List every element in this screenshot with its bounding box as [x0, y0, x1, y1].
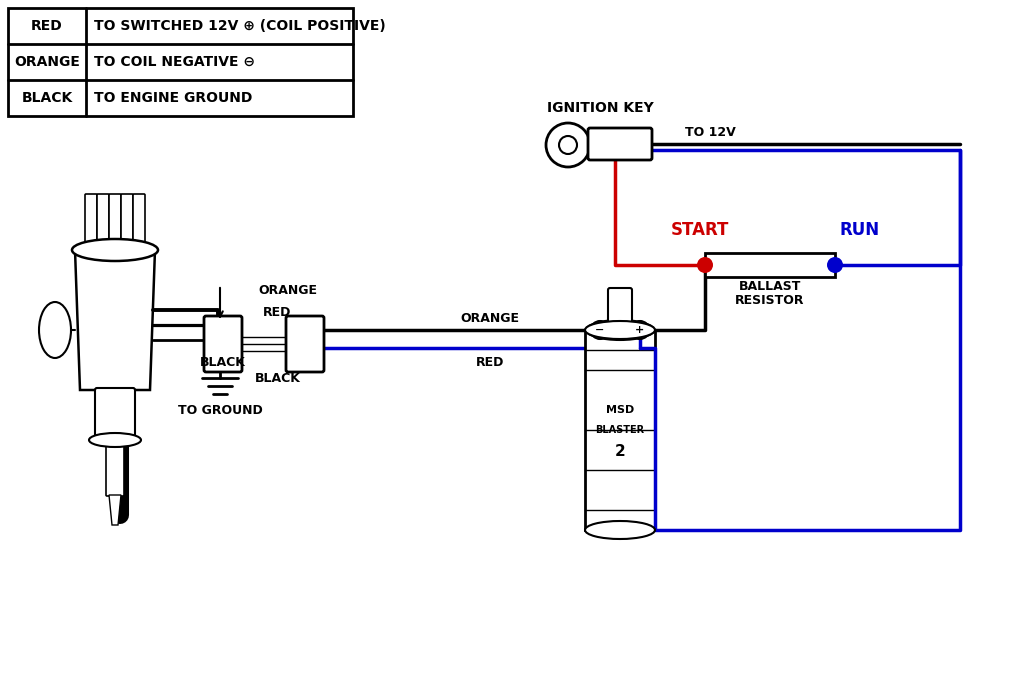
Text: RED: RED: [31, 19, 62, 33]
Text: RED: RED: [263, 306, 292, 318]
Text: −: −: [595, 325, 605, 335]
FancyBboxPatch shape: [97, 194, 109, 251]
Text: ORANGE: ORANGE: [461, 312, 519, 325]
Text: MSD: MSD: [606, 405, 634, 415]
Ellipse shape: [586, 320, 654, 340]
FancyBboxPatch shape: [121, 194, 133, 251]
Text: TO GROUND: TO GROUND: [177, 403, 262, 416]
FancyBboxPatch shape: [85, 194, 97, 251]
Ellipse shape: [89, 433, 141, 447]
Text: BLACK: BLACK: [255, 371, 301, 384]
Text: ORANGE: ORANGE: [14, 55, 80, 69]
FancyBboxPatch shape: [95, 388, 135, 442]
Bar: [8, 8, 353, 116]
Text: RED: RED: [476, 356, 504, 369]
Text: TO ENGINE GROUND: TO ENGINE GROUND: [94, 91, 252, 105]
Text: IGNITION KEY: IGNITION KEY: [547, 101, 653, 115]
Text: BLACK: BLACK: [200, 356, 246, 369]
Polygon shape: [75, 250, 155, 390]
Text: +: +: [635, 325, 645, 335]
Text: ORANGE: ORANGE: [258, 284, 317, 297]
Circle shape: [631, 321, 649, 339]
Text: TO COIL NEGATIVE ⊖: TO COIL NEGATIVE ⊖: [94, 55, 255, 69]
Ellipse shape: [72, 239, 158, 261]
Polygon shape: [109, 495, 121, 525]
Circle shape: [827, 257, 843, 273]
FancyBboxPatch shape: [204, 316, 242, 372]
FancyBboxPatch shape: [106, 439, 124, 496]
FancyBboxPatch shape: [133, 194, 145, 251]
Text: RESISTOR: RESISTOR: [735, 295, 805, 308]
Text: BLASTER: BLASTER: [595, 425, 644, 435]
FancyBboxPatch shape: [608, 288, 632, 336]
Text: RUN: RUN: [840, 221, 880, 239]
Circle shape: [559, 136, 577, 154]
FancyBboxPatch shape: [109, 194, 121, 251]
Text: BLACK: BLACK: [22, 91, 73, 105]
Text: TO 12V: TO 12V: [685, 126, 736, 139]
Ellipse shape: [585, 321, 655, 339]
FancyBboxPatch shape: [588, 128, 652, 160]
Bar: [705, 253, 835, 277]
Text: TO SWITCHED 12V ⊕ (COIL POSITIVE): TO SWITCHED 12V ⊕ (COIL POSITIVE): [94, 19, 386, 33]
Circle shape: [546, 123, 590, 167]
Text: START: START: [671, 221, 729, 239]
Bar: [585, 330, 655, 530]
FancyBboxPatch shape: [286, 316, 324, 372]
Circle shape: [591, 321, 609, 339]
Text: 2: 2: [614, 445, 626, 460]
Ellipse shape: [39, 302, 71, 358]
Text: BALLAST: BALLAST: [738, 280, 801, 293]
Circle shape: [697, 257, 713, 273]
Ellipse shape: [585, 521, 655, 539]
